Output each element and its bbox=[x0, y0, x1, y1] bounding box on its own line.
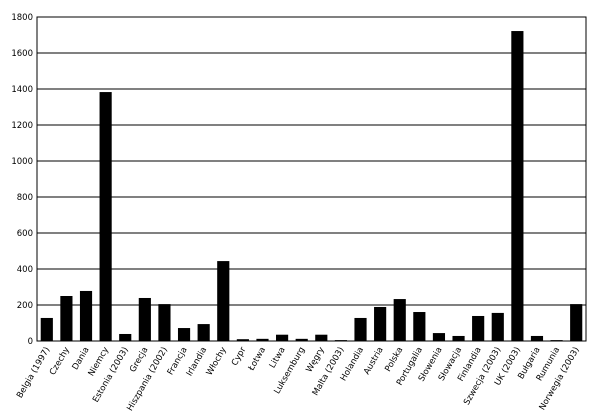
bar bbox=[99, 92, 112, 341]
bar bbox=[315, 334, 328, 341]
bar bbox=[413, 312, 426, 341]
bar bbox=[256, 338, 269, 341]
bar bbox=[60, 296, 73, 341]
bar bbox=[432, 333, 446, 341]
x-tick-label: Austria bbox=[362, 346, 386, 377]
x-tick-label: Belgia (1997) bbox=[15, 346, 52, 401]
bar bbox=[295, 338, 308, 341]
bar bbox=[217, 261, 230, 341]
bar bbox=[177, 328, 191, 341]
x-tick-label: Litwa bbox=[268, 346, 288, 371]
y-tick-label: 1200 bbox=[11, 121, 33, 131]
y-tick-label: 800 bbox=[17, 193, 33, 203]
bar bbox=[334, 340, 347, 341]
bar bbox=[197, 324, 210, 341]
y-tick-label: 200 bbox=[17, 301, 33, 311]
y-tick-label: 0 bbox=[28, 337, 33, 347]
bar bbox=[276, 334, 289, 341]
bar bbox=[511, 31, 524, 341]
bar bbox=[79, 290, 93, 341]
bar bbox=[452, 335, 465, 341]
bar bbox=[472, 315, 485, 341]
bar bbox=[138, 297, 151, 341]
y-tick-label: 1800 bbox=[11, 13, 33, 23]
bar bbox=[236, 339, 249, 341]
bar bbox=[491, 312, 504, 341]
y-tick-label: 1000 bbox=[11, 157, 33, 167]
bar bbox=[354, 317, 367, 341]
y-tick-label: 1400 bbox=[11, 85, 33, 95]
y-tick-label: 1600 bbox=[11, 49, 33, 59]
x-tick-label: Hiszpania (2002) bbox=[125, 346, 170, 413]
bar bbox=[40, 317, 53, 341]
bar bbox=[393, 299, 406, 341]
bar bbox=[158, 304, 171, 341]
y-tick-label: 400 bbox=[17, 265, 33, 275]
x-tick-label: Cypr bbox=[230, 345, 249, 368]
y-tick-label: 600 bbox=[17, 229, 33, 239]
bar bbox=[550, 340, 563, 341]
bar bbox=[570, 304, 583, 341]
plot-frame bbox=[36, 16, 587, 342]
x-tick-label: Łotwa bbox=[246, 346, 268, 374]
bar bbox=[374, 306, 387, 341]
bar bbox=[119, 333, 132, 341]
bar bbox=[530, 335, 544, 341]
x-tick-label: Dania bbox=[71, 346, 92, 372]
